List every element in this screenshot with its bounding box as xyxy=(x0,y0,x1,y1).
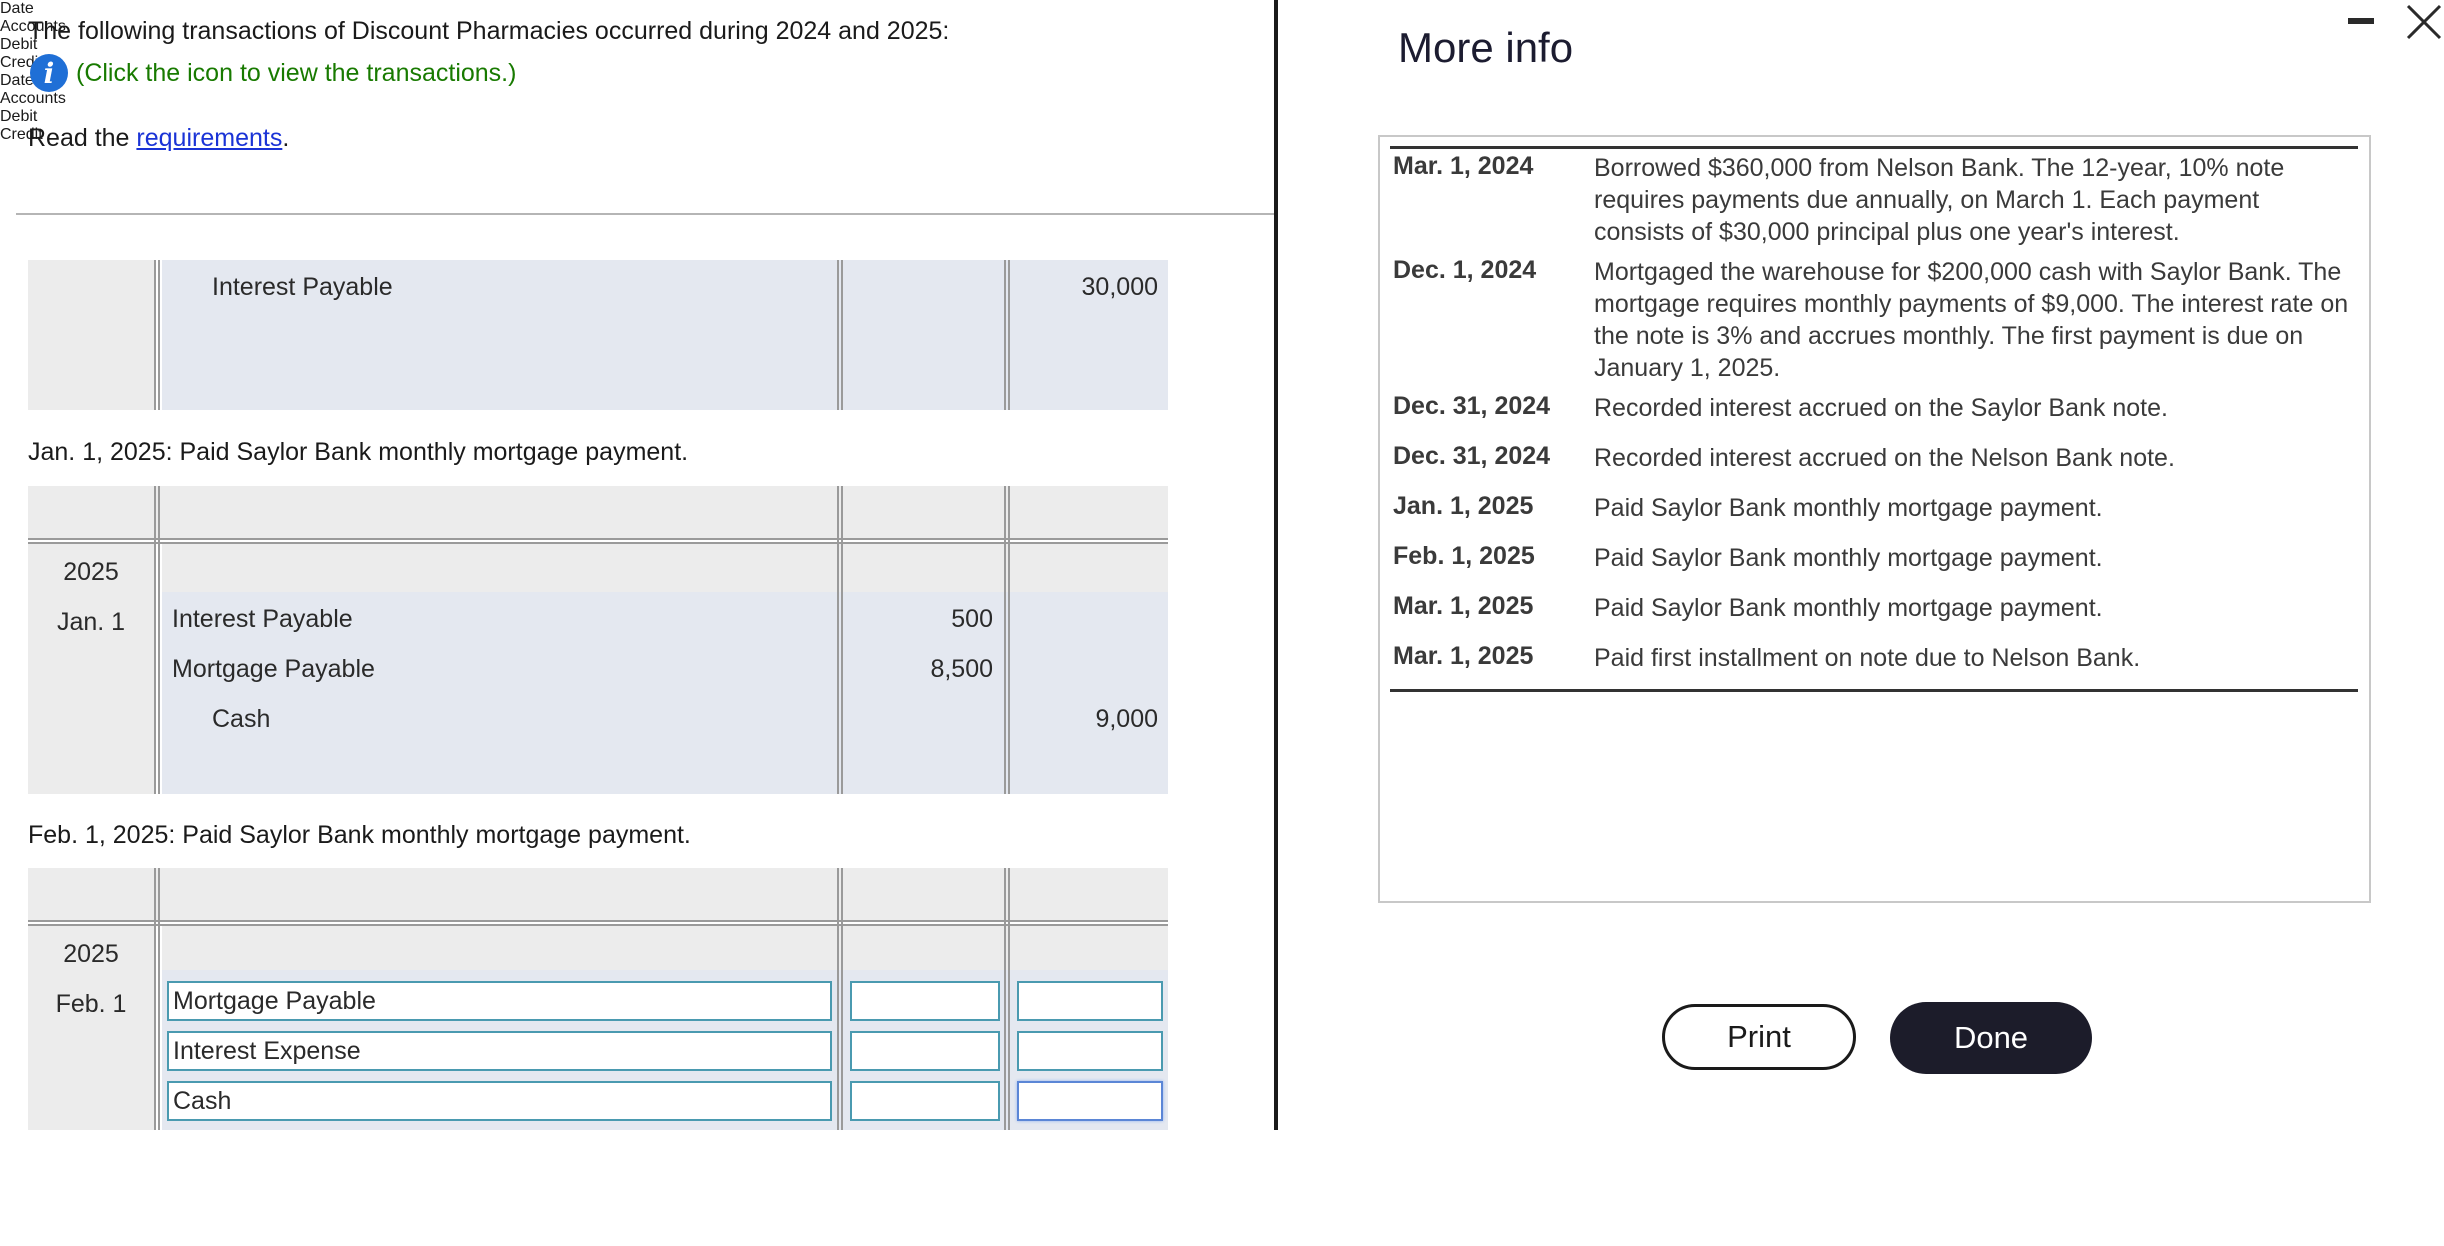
entry-debit: 8,500 xyxy=(930,655,993,683)
close-icon[interactable] xyxy=(2404,2,2444,42)
info-icon[interactable]: i xyxy=(30,54,68,92)
read-prefix: Read the xyxy=(28,124,137,152)
column-header-debit: Debit xyxy=(0,108,38,125)
transactions-link[interactable]: i (Click the icon to view the transactio… xyxy=(30,54,516,92)
entry-debit: 500 xyxy=(951,605,993,633)
entry-account: Interest Payable xyxy=(172,605,353,633)
journal-account: Interest Payable xyxy=(212,273,393,301)
entry-credit: 9,000 xyxy=(1095,705,1158,733)
transaction-date: Dec. 31, 2024 xyxy=(1393,392,1551,420)
transaction-description: Borrowed $360,000 from Nelson Bank. The … xyxy=(1594,154,2285,246)
journal-table-feb: Date Accounts Debit Credit 2025 Feb. 1 M… xyxy=(0,72,1275,1130)
entry-account: Mortgage Payable xyxy=(172,655,375,683)
column-header-date: Date xyxy=(0,0,34,17)
transaction-description: Paid Saylor Bank monthly mortgage paymen… xyxy=(1594,594,2103,622)
debit-input[interactable] xyxy=(850,1081,1000,1121)
entry-date: Feb. 1 xyxy=(55,990,127,1018)
transaction-description: Paid first installment on note due to Ne… xyxy=(1594,644,2141,672)
account-input[interactable]: Interest Expense xyxy=(167,1031,832,1071)
column-header-accounts: Accounts xyxy=(0,18,66,35)
column-header-debit: Debit xyxy=(0,36,38,53)
transaction-description: Recorded interest accrued on the Nelson … xyxy=(1594,444,2175,472)
transaction-date: Mar. 1, 2025 xyxy=(1393,642,1534,670)
dialog-title: More info xyxy=(1398,24,1574,71)
account-input[interactable]: Cash xyxy=(167,1081,832,1121)
minimize-icon[interactable] xyxy=(2348,18,2374,24)
transaction-date: Mar. 1, 2024 xyxy=(1393,152,1534,180)
account-input[interactable]: Mortgage Payable xyxy=(167,981,832,1021)
column-header-date: Date xyxy=(0,72,34,89)
entry-account: Cash xyxy=(212,705,271,733)
transactions-box xyxy=(1378,135,2371,903)
click-instructions: (Click the icon to view the transactions… xyxy=(76,58,517,87)
transaction-description: Paid Saylor Bank monthly mortgage paymen… xyxy=(1594,544,2103,572)
question-panel: The following transactions of Discount P… xyxy=(0,0,1275,1130)
divider-rule xyxy=(16,213,1275,215)
transaction-date: Mar. 1, 2025 xyxy=(1393,592,1534,620)
print-button[interactable]: Print xyxy=(1662,1004,1856,1070)
debit-input[interactable] xyxy=(850,981,1000,1021)
read-suffix: . xyxy=(282,124,290,152)
transaction-description: Mortgaged the warehouse for $200,000 cas… xyxy=(1594,258,2349,382)
done-button[interactable]: Done xyxy=(1890,1002,2092,1074)
table-top-rule xyxy=(1390,146,2358,149)
read-requirements: Read the requirements. xyxy=(28,124,289,153)
transaction-date: Jan. 1, 2025 xyxy=(1393,492,1534,520)
column-header-credit: Credit xyxy=(0,126,43,143)
transaction-date: Dec. 31, 2024 xyxy=(1393,442,1551,470)
journal-credit-value: 30,000 xyxy=(1081,273,1158,301)
credit-input[interactable] xyxy=(1017,981,1163,1021)
journal-table-jan: Date Accounts Debit Credit 2025 Jan. 1 I… xyxy=(0,0,1275,794)
jan-entry-caption: Jan. 1, 2025: Paid Saylor Bank monthly m… xyxy=(28,438,689,466)
feb-entry-caption: Feb. 1, 2025: Paid Saylor Bank monthly m… xyxy=(28,821,691,849)
entry-year: 2025 xyxy=(63,940,119,968)
requirements-link[interactable]: requirements xyxy=(136,124,283,152)
column-header-accounts: Accounts xyxy=(0,90,66,107)
debit-input[interactable] xyxy=(850,1031,1000,1071)
transaction-description: Recorded interest accrued on the Saylor … xyxy=(1594,394,2168,422)
entry-year: 2025 xyxy=(63,558,119,586)
table-bottom-rule xyxy=(1390,689,2358,692)
transaction-date: Feb. 1, 2025 xyxy=(1393,542,1535,570)
panel-divider xyxy=(1274,0,1278,1130)
credit-input[interactable] xyxy=(1017,1081,1163,1121)
intro-text: The following transactions of Discount P… xyxy=(28,17,950,45)
transaction-description: Paid Saylor Bank monthly mortgage paymen… xyxy=(1594,494,2103,522)
credit-input[interactable] xyxy=(1017,1031,1163,1071)
entry-date: Jan. 1 xyxy=(56,608,126,636)
transaction-date: Dec. 1, 2024 xyxy=(1393,256,1537,284)
